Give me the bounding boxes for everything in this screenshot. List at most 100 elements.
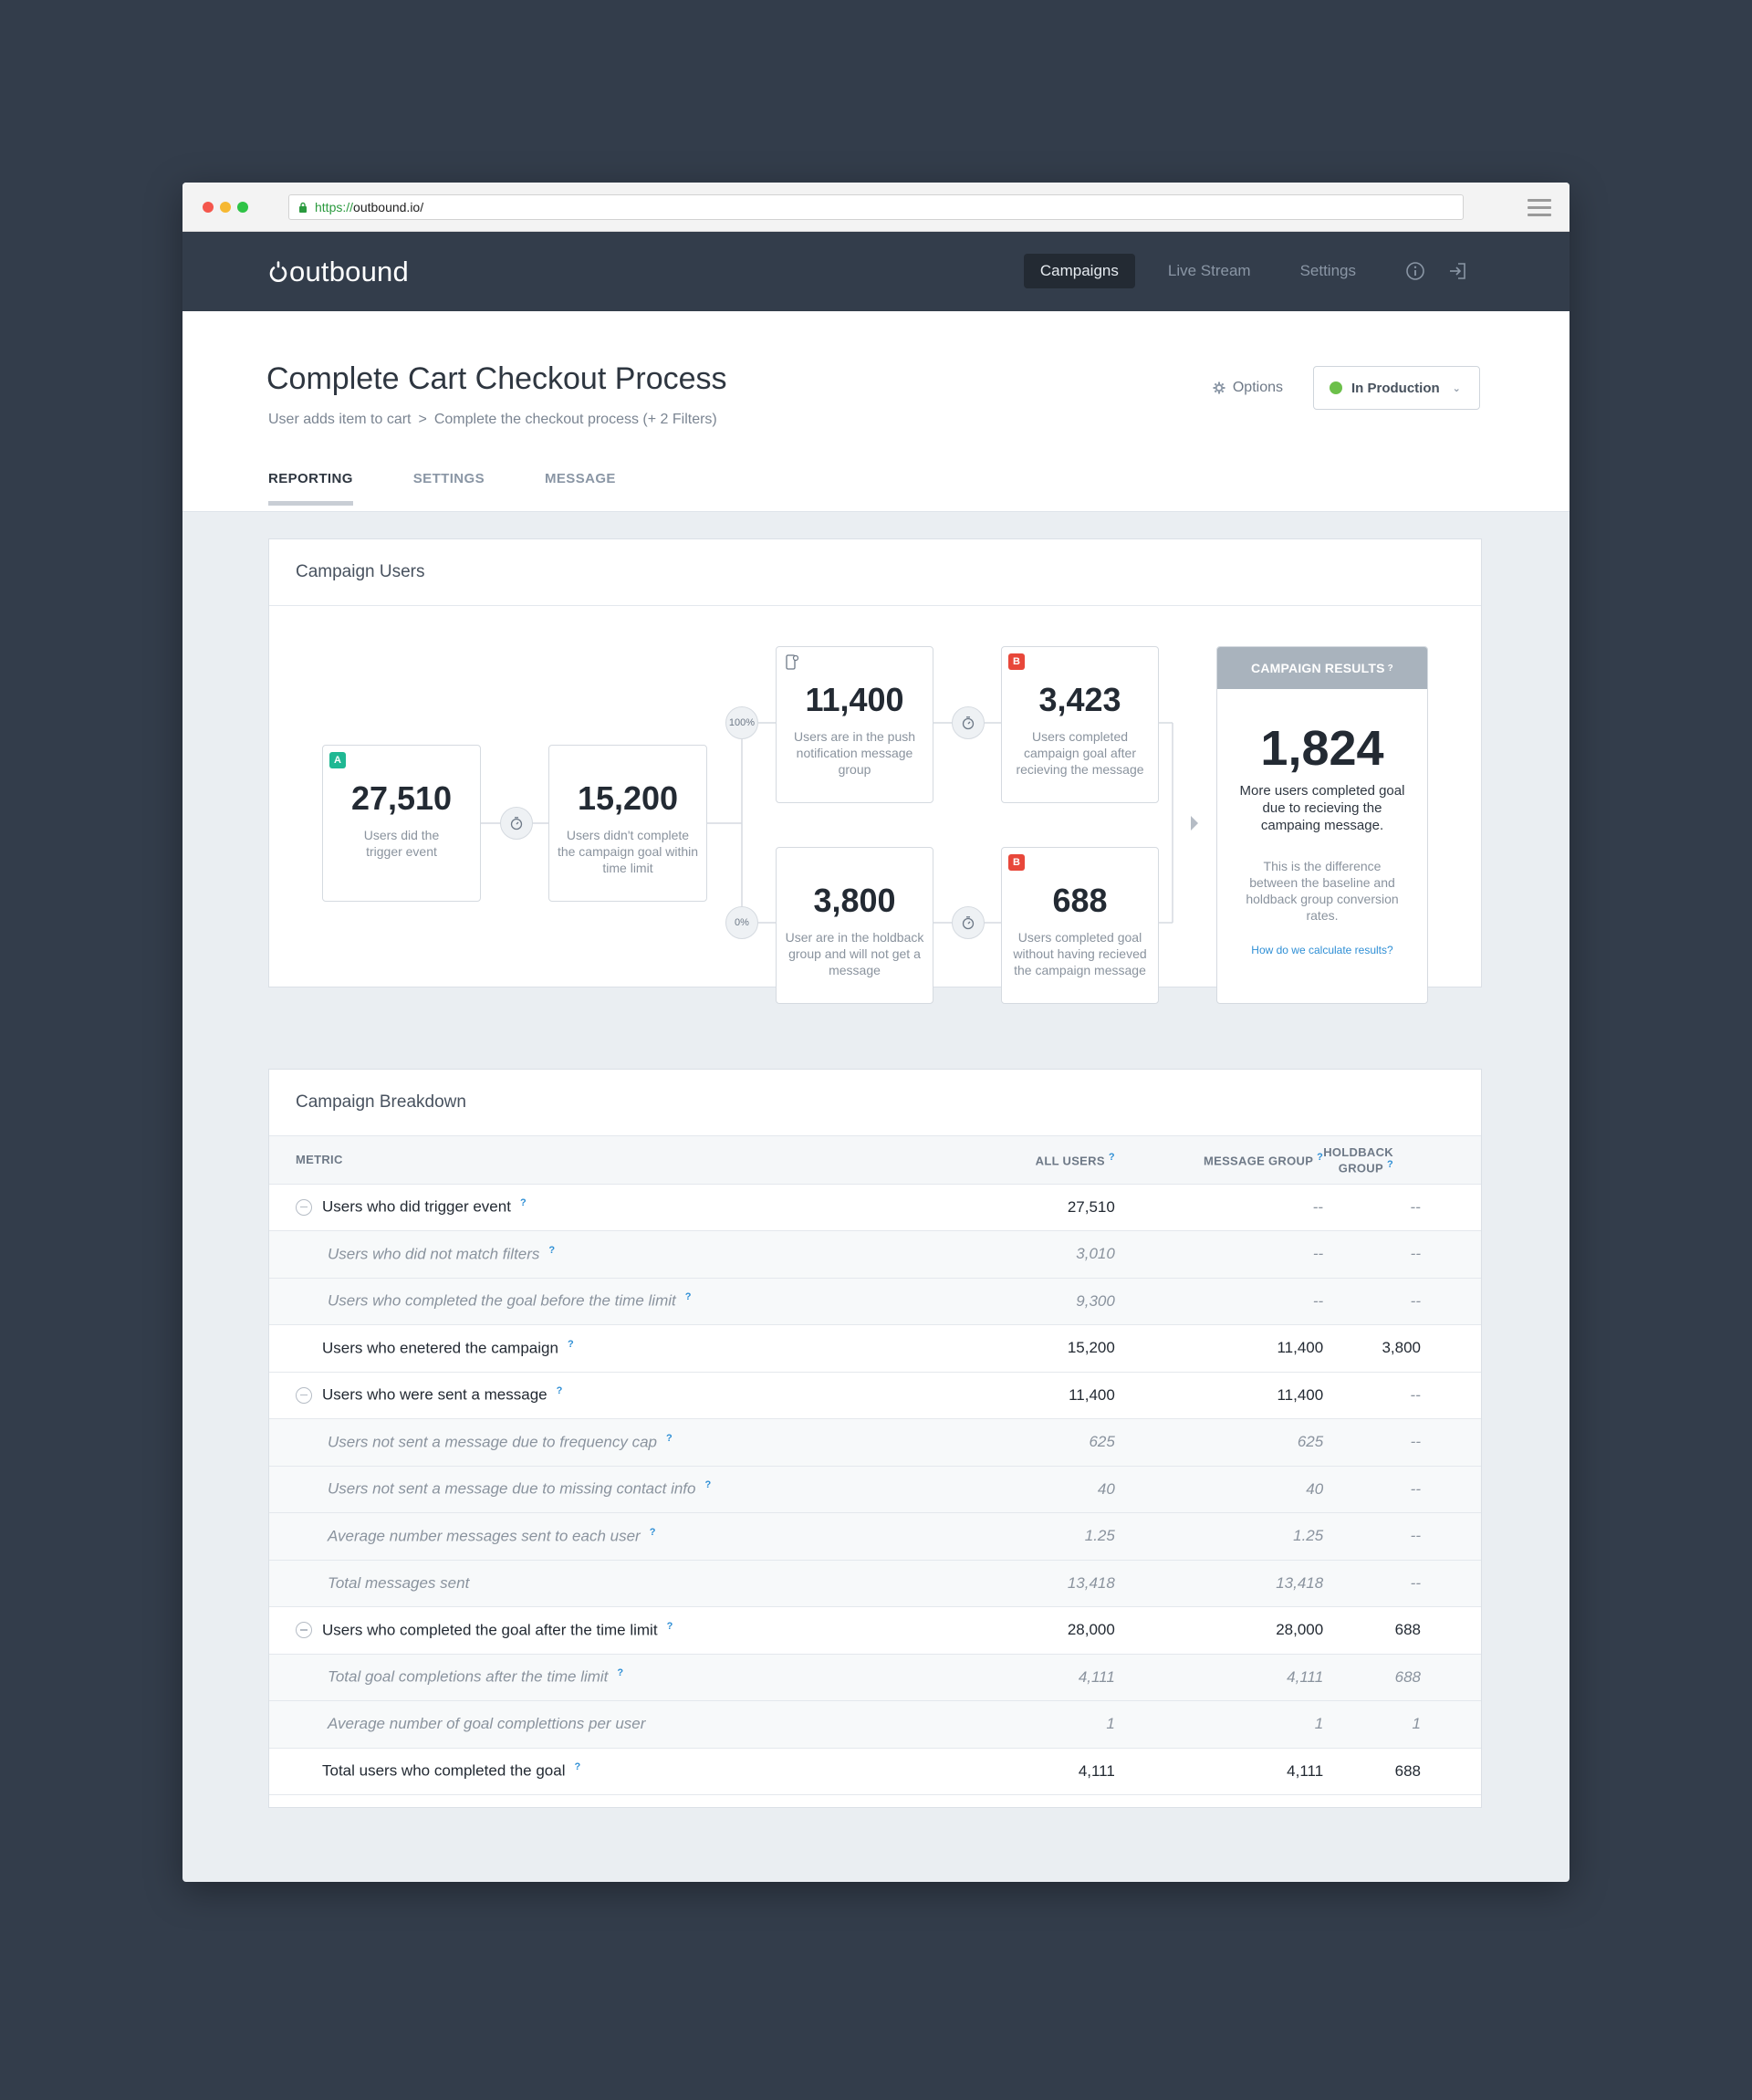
all-users-cell: 11,400 xyxy=(1069,1385,1115,1404)
breadcrumb-goal: Complete the checkout process (+ 2 Filte… xyxy=(433,412,717,427)
info-icon[interactable] xyxy=(1405,261,1425,281)
help-icon[interactable]: ? xyxy=(548,1244,556,1256)
browser-window: https://outbound.io/ outbound Campaigns … xyxy=(182,183,1570,1882)
metric-cell: Users who did trigger event? xyxy=(269,1184,894,1231)
help-icon[interactable]: ? xyxy=(519,1197,527,1209)
tab-reporting[interactable]: REPORTING xyxy=(268,471,353,506)
holdback-group-value: 3,800 xyxy=(813,882,896,919)
tab-message[interactable]: MESSAGE xyxy=(545,471,616,486)
nav-settings[interactable]: Settings xyxy=(1299,262,1356,279)
holdback-group-cell: 3,800 xyxy=(1382,1339,1421,1357)
all-users-cell: 4,111 xyxy=(1078,1667,1115,1686)
campaign-users-panel: Campaign Users xyxy=(268,538,1482,1004)
column-header-holdback-group: HOLDBACK GROUP? xyxy=(1323,1144,1393,1175)
message-group-cell: -- xyxy=(1312,1245,1324,1263)
message-group-cell: 28,000 xyxy=(1276,1621,1324,1639)
message-group-cell: 11,400 xyxy=(1277,1385,1324,1404)
chevron-down-icon: ⌄ xyxy=(1452,382,1461,394)
help-icon[interactable]: ? xyxy=(1387,663,1393,674)
help-icon[interactable]: ? xyxy=(1108,1152,1115,1164)
table-row: Users who enetered the campaign? 15,200 11… xyxy=(269,1325,1481,1372)
campaign-breakdown-title: Campaign Breakdown xyxy=(269,1070,1481,1136)
help-icon[interactable]: ? xyxy=(666,1620,673,1632)
url-protocol: https:// xyxy=(315,200,354,214)
holdback-group-cell: 1 xyxy=(1412,1715,1421,1733)
table-row[interactable]: Users who were sent a message? 11,400 11,4… xyxy=(269,1372,1481,1419)
tab-settings[interactable]: SETTINGS xyxy=(412,471,485,486)
holdback-group-cell: -- xyxy=(1410,1197,1421,1216)
metric-cell: Users who were sent a message? xyxy=(269,1372,894,1419)
campaign-results-title: CAMPAIGN RESULTS xyxy=(1251,661,1385,675)
entered-users-desc: Users didn't complete the campaign goal … xyxy=(557,828,699,875)
table-row[interactable]: Users who completed the goal after the t… xyxy=(269,1607,1481,1654)
help-icon[interactable]: ? xyxy=(556,1385,563,1397)
help-icon[interactable]: ? xyxy=(617,1667,624,1679)
outbound-logo[interactable]: outbound xyxy=(268,256,409,288)
gear-icon xyxy=(1213,381,1225,394)
main-nav: Campaigns Live Stream Settings xyxy=(1007,254,1467,288)
timer-icon xyxy=(952,706,985,739)
holdback-group-desc: User are in the holdback group and will … xyxy=(785,930,924,977)
all-users-cell: 28,000 xyxy=(1067,1621,1115,1639)
close-window-button[interactable] xyxy=(203,202,214,213)
status-dropdown[interactable]: In Production ⌄ xyxy=(1313,366,1480,410)
help-icon[interactable]: ? xyxy=(684,1291,692,1303)
browser-menu-icon[interactable] xyxy=(1528,199,1551,216)
breadcrumb: User adds item to cart > Complete the ch… xyxy=(268,412,717,428)
options-button[interactable]: Options xyxy=(1213,380,1283,396)
holdback-group-cell: -- xyxy=(1410,1527,1421,1545)
campaign-results-explanation: This is the difference between the basel… xyxy=(1246,859,1399,923)
all-users-cell: 3,010 xyxy=(1076,1245,1115,1263)
logo-power-icon xyxy=(269,261,287,282)
address-bar[interactable]: https://outbound.io/ xyxy=(288,194,1464,220)
help-icon[interactable]: ? xyxy=(665,1432,673,1444)
phone-notification-icon xyxy=(786,654,798,670)
holdback-group-cell: -- xyxy=(1410,1291,1421,1310)
logout-icon[interactable] xyxy=(1447,261,1467,281)
table-row: Average number of goal complettions per … xyxy=(269,1700,1481,1748)
metric-cell: Total users who completed the goal? xyxy=(322,1761,581,1781)
all-users-cell: 625 xyxy=(1089,1433,1115,1451)
metric-cell: Users not sent a message due to frequenc… xyxy=(328,1432,673,1451)
campaign-tabs: REPORTING SETTINGS MESSAGE xyxy=(268,471,676,506)
table-row: Average number messages sent to each use… xyxy=(269,1512,1481,1560)
table-row: Users not sent a message due to missing … xyxy=(269,1466,1481,1513)
help-icon[interactable]: ? xyxy=(1317,1152,1324,1164)
table-row[interactable]: Users who did trigger event? 27,510 -- -- xyxy=(269,1184,1481,1231)
holdback-goal-value: 688 xyxy=(1052,882,1108,919)
campaign-results-summary: More users completed goal due to recievi… xyxy=(1239,783,1405,833)
help-icon[interactable]: ? xyxy=(1386,1158,1393,1170)
column-header-message-group: MESSAGE GROUP? xyxy=(1203,1152,1324,1168)
calculate-results-link[interactable]: How do we calculate results? xyxy=(1251,944,1393,956)
message-group-cell: 4,111 xyxy=(1287,1667,1324,1686)
trigger-users-box: A 27,510 Users did the trigger event xyxy=(322,745,481,902)
column-header-all-users: ALL USERS? xyxy=(1035,1152,1115,1168)
help-icon[interactable]: ? xyxy=(574,1761,581,1773)
all-users-cell: 1.25 xyxy=(1084,1527,1115,1545)
status-label: In Production xyxy=(1351,380,1440,396)
nav-live-stream[interactable]: Live Stream xyxy=(1167,262,1251,279)
message-group-cell: 1 xyxy=(1314,1715,1324,1733)
nav-campaigns[interactable]: Campaigns xyxy=(1023,254,1135,288)
column-header-metric: METRIC xyxy=(296,1153,343,1167)
holdback-group-cell: 688 xyxy=(1394,1667,1421,1686)
page-title: Complete Cart Checkout Process xyxy=(266,361,727,396)
help-icon[interactable]: ? xyxy=(704,1479,712,1491)
status-indicator xyxy=(1330,381,1342,394)
maximize-window-button[interactable] xyxy=(237,202,248,213)
message-goal-desc: Users completed campaign goal after reci… xyxy=(1016,729,1144,777)
campaign-flow: 100% 0% A 27,510 Users did the trigger e… xyxy=(269,606,1481,1004)
help-icon[interactable]: ? xyxy=(649,1526,656,1538)
message-group-cell: -- xyxy=(1312,1291,1324,1310)
help-icon[interactable]: ? xyxy=(567,1338,574,1350)
campaign-results-card: CAMPAIGN RESULTS? 1,824 More users compl… xyxy=(1216,646,1428,1004)
all-users-cell: 15,200 xyxy=(1067,1339,1115,1357)
all-users-cell: 4,111 xyxy=(1078,1761,1115,1780)
table-row: Users who did not match filters? 3,010 -- -… xyxy=(269,1230,1481,1278)
campaign-users-title: Campaign Users xyxy=(269,539,1481,606)
browser-toolbar: https://outbound.io/ xyxy=(182,183,1570,232)
app-navbar: outbound Campaigns Live Stream Settings xyxy=(182,232,1570,311)
message-group-cell: 4,111 xyxy=(1287,1761,1324,1780)
minimize-window-button[interactable] xyxy=(220,202,231,213)
table-row: Users not sent a message due to frequenc… xyxy=(269,1418,1481,1466)
